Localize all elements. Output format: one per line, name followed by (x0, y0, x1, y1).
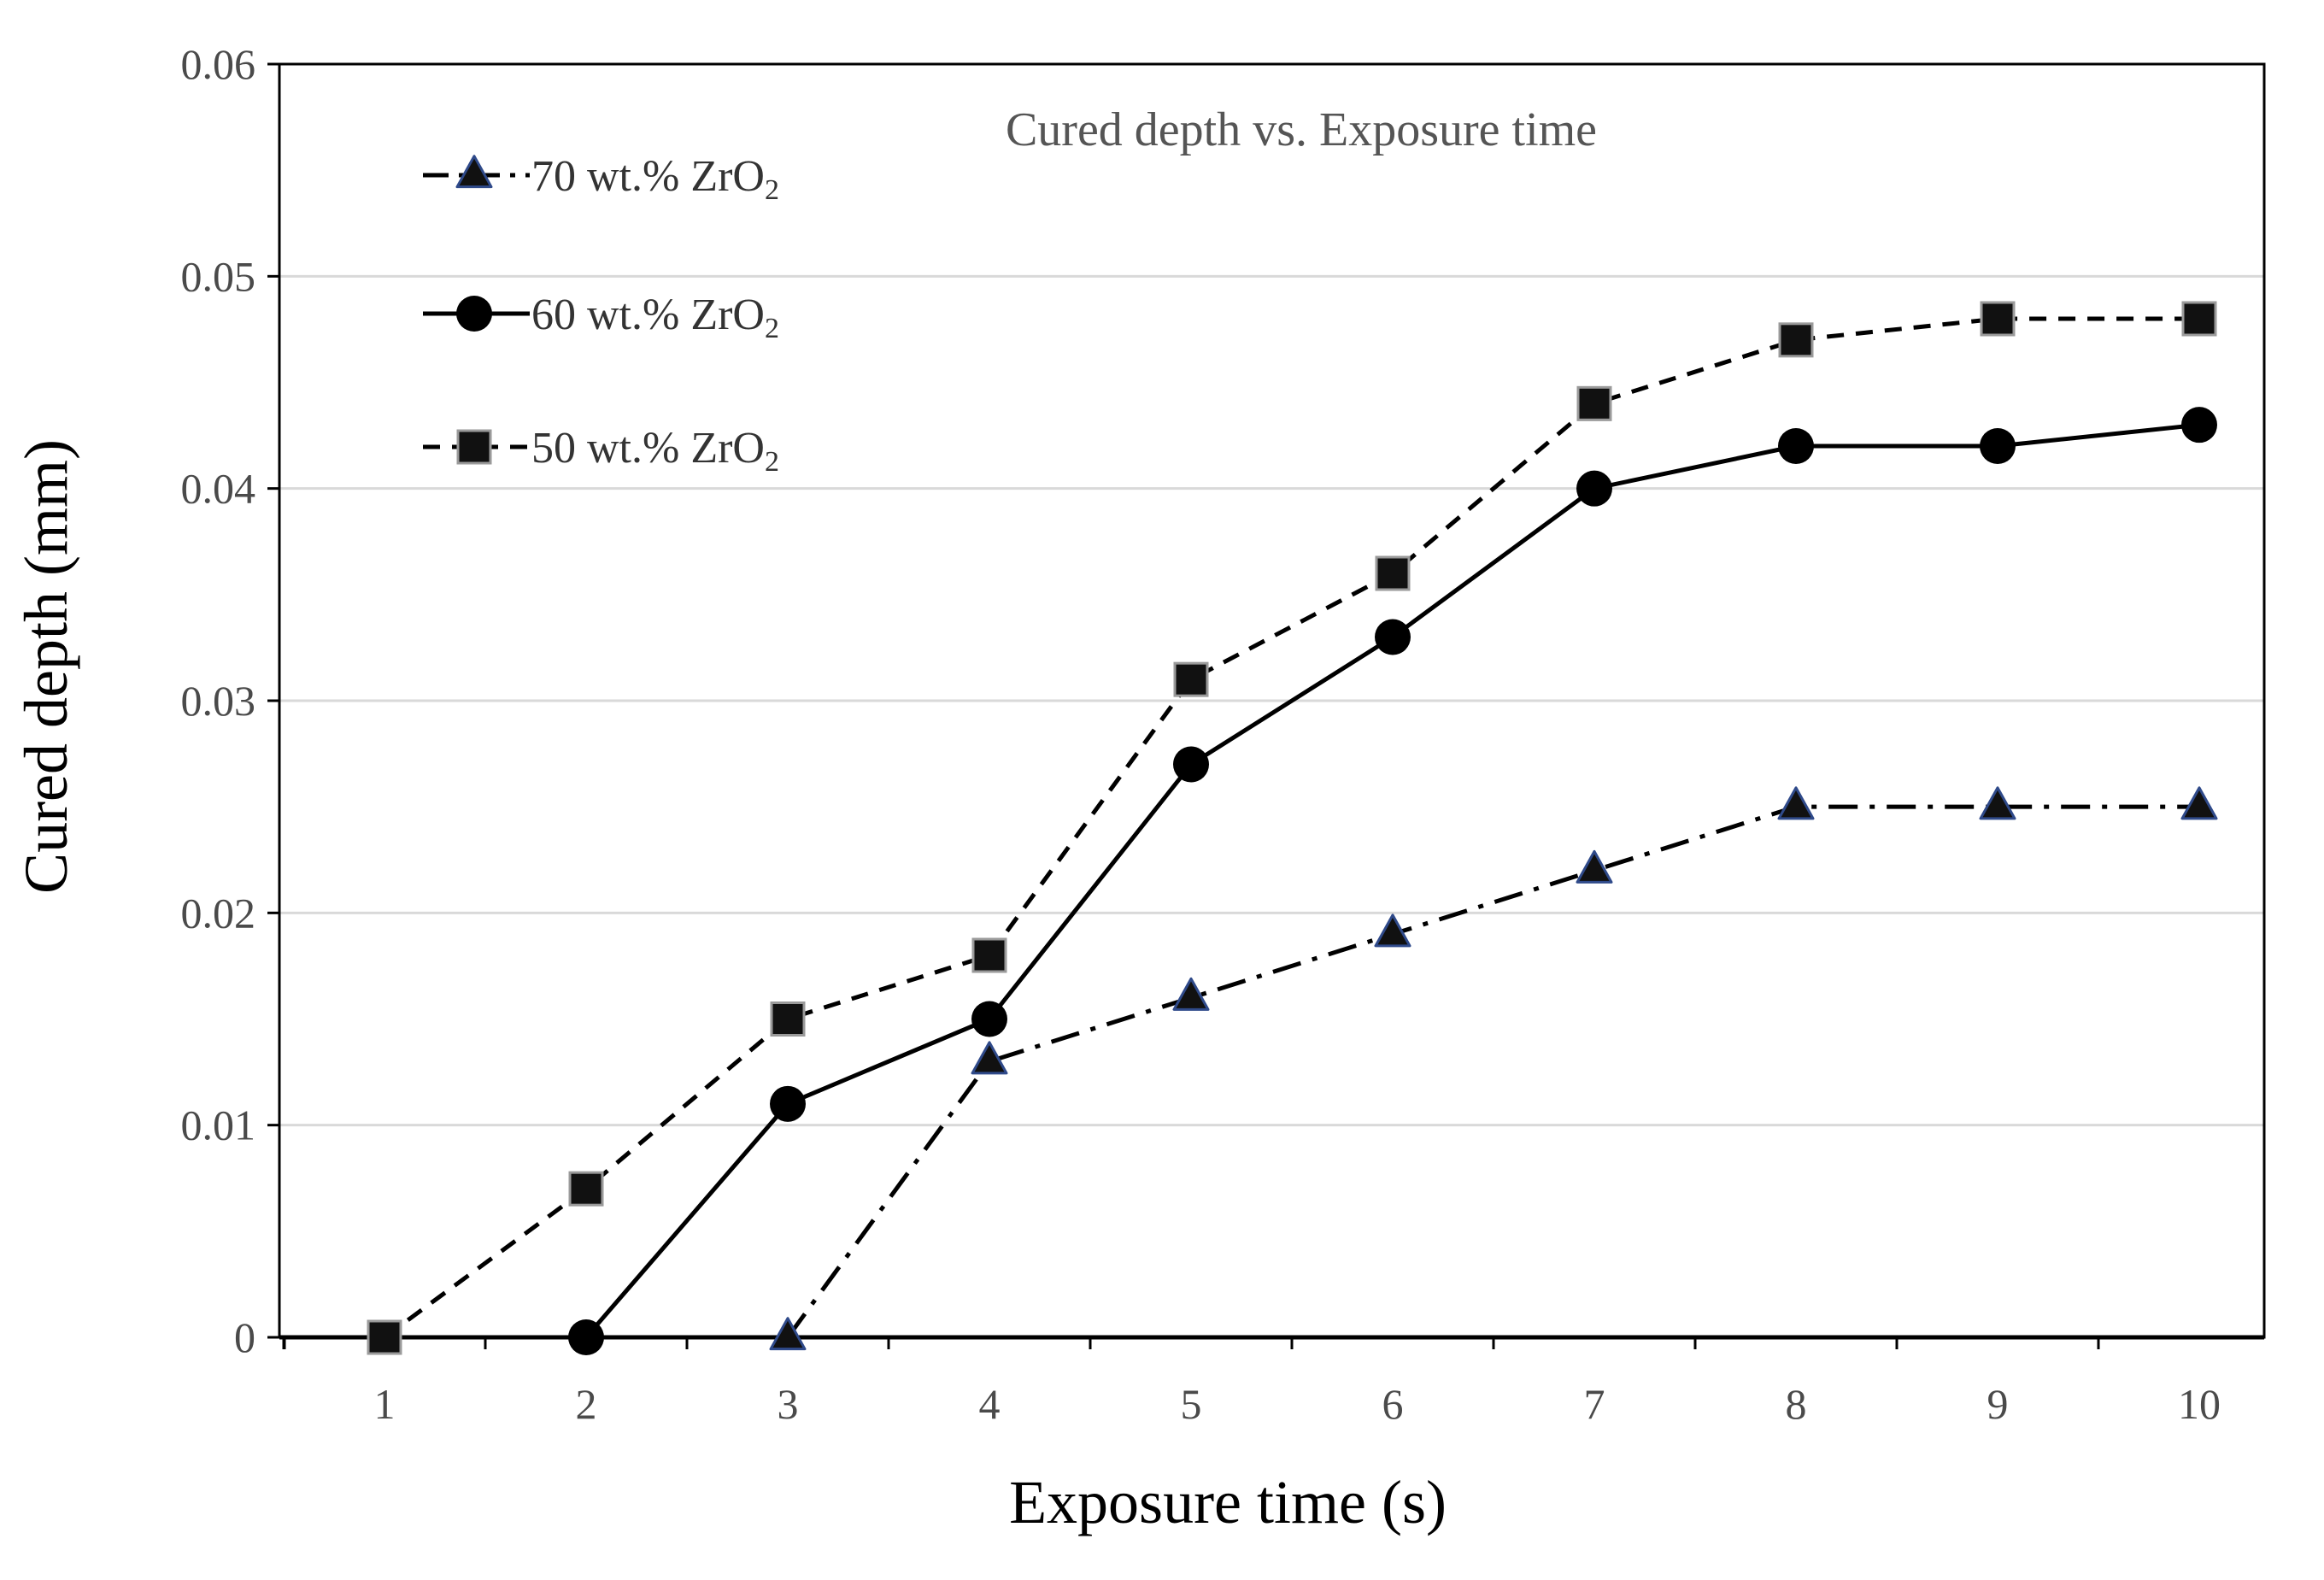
data-point-circle (971, 1001, 1007, 1037)
legend-entry: 50 wt.% ZrO2 (423, 424, 779, 478)
y-tick-label: 0.03 (181, 677, 256, 725)
x-tick-label: 6 (1382, 1380, 1404, 1428)
y-tick-label: 0 (234, 1313, 255, 1361)
x-tick-label: 1 (374, 1380, 396, 1428)
data-point-triangle (971, 1041, 1008, 1075)
data-point-triangle (2180, 786, 2218, 820)
legend-marker-triangle (455, 155, 493, 189)
data-point-triangle (1374, 913, 1411, 948)
chart-title: Cured depth vs. Exposure time (1006, 103, 1597, 156)
data-point-circle (568, 1319, 604, 1355)
data-point-triangle (769, 1317, 807, 1351)
legend-label: 50 wt.% ZrO2 (531, 424, 779, 478)
y-tick-label: 0.05 (181, 252, 256, 300)
x-tick-label: 5 (1181, 1380, 1202, 1428)
series-triangle (769, 786, 2218, 1351)
data-point-circle (1173, 746, 1209, 783)
legend-marker-circle (456, 296, 492, 332)
data-point-circle (1576, 470, 1612, 507)
x-axis-title: Exposure time (s) (1009, 1468, 1447, 1536)
data-point-square (971, 937, 1007, 973)
y-tick-label: 0.01 (181, 1101, 256, 1149)
data-point-square (2181, 301, 2217, 337)
data-point-square (367, 1319, 402, 1355)
x-tick-label: 10 (2178, 1380, 2221, 1428)
data-point-square (1778, 322, 1814, 358)
series-group (367, 301, 2218, 1355)
data-point-square (568, 1171, 604, 1207)
data-point-square (1173, 661, 1209, 697)
data-point-circle (2181, 407, 2217, 443)
x-tick-label: 3 (778, 1380, 799, 1428)
x-tick-label: 8 (1786, 1380, 1807, 1428)
data-point-circle (1375, 619, 1411, 655)
data-point-triangle (1576, 849, 1613, 884)
x-tick-label: 2 (576, 1380, 597, 1428)
series-line-triangle (785, 804, 2199, 1339)
data-point-circle (770, 1085, 806, 1122)
legend: 70 wt.% ZrO2 60 wt.% ZrO2 50 wt.% ZrO2 (423, 152, 779, 478)
axes (267, 62, 2266, 1349)
x-tick-label: 4 (979, 1380, 1001, 1428)
data-point-triangle (1777, 786, 1815, 820)
data-point-triangle (1172, 977, 1210, 1011)
data-point-circle (1980, 428, 2016, 464)
legend-label: 70 wt.% ZrO2 (531, 152, 779, 206)
legend-marker-square (456, 429, 492, 465)
series-square (367, 301, 2217, 1355)
x-tick-label: 9 (1987, 1380, 2009, 1428)
legend-label: 60 wt.% ZrO2 (531, 291, 779, 344)
y-axis-title: Cured depth (mm) (12, 439, 80, 894)
y-tick-label: 0.06 (181, 40, 256, 88)
data-point-square (770, 1001, 806, 1037)
data-point-square (1576, 385, 1612, 421)
y-tick-label: 0.02 (181, 889, 256, 937)
y-tick-label: 0.04 (181, 465, 256, 513)
gridlines (279, 274, 2264, 1127)
data-point-circle (1778, 428, 1814, 464)
data-point-triangle (1979, 786, 2016, 820)
legend-entry: 70 wt.% ZrO2 (423, 152, 779, 206)
series-line-square (383, 316, 2199, 1340)
tick-labels: 0 0.01 0.02 0.03 0.04 0.05 0.06 1 2 3 4 5 6 7 8 9 10 (181, 40, 2221, 1428)
series-circle (568, 407, 2217, 1355)
data-point-square (1375, 555, 1411, 591)
x-tick-label: 7 (1584, 1380, 1605, 1428)
legend-entry: 60 wt.% ZrO2 (423, 291, 779, 344)
data-point-square (1980, 301, 2016, 337)
